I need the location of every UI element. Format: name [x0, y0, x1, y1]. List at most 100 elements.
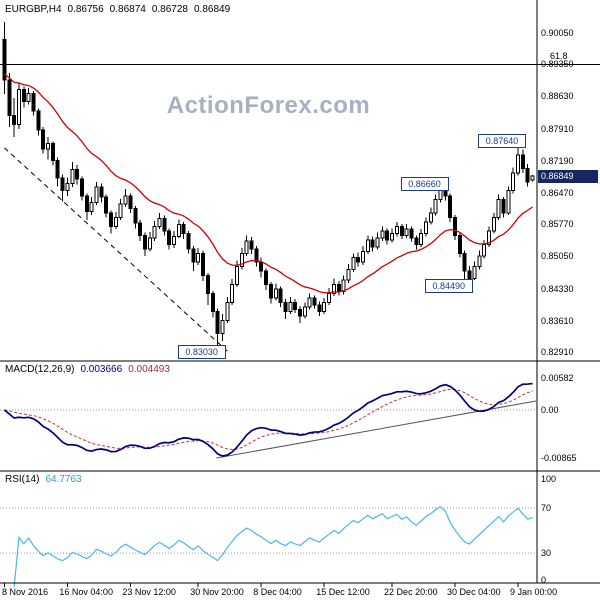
macd-panel-group	[0, 382, 537, 459]
candle	[157, 213, 162, 230]
low-value: 0.86728	[151, 4, 188, 15]
candlestick-series	[2, 21, 535, 347]
symbol-ohlc-header: EURGBP,H4 0.86756 0.86874 0.86728 0.8684…	[5, 4, 230, 15]
candle	[123, 188, 128, 207]
price-callout: 0.83030	[177, 344, 226, 359]
candle	[142, 232, 147, 256]
moving-average-line	[4, 73, 533, 294]
x-axis-time-label: 23 Nov 12:00	[122, 587, 176, 597]
candle	[327, 288, 332, 306]
candle	[84, 193, 89, 221]
candle	[118, 198, 123, 221]
candle	[457, 232, 462, 258]
candle	[50, 141, 55, 166]
candle	[375, 232, 380, 250]
candle	[482, 239, 487, 259]
candle	[162, 215, 167, 236]
candle	[293, 298, 298, 314]
x-axis-time-label: 22 Dec 20:00	[384, 587, 438, 597]
candle	[288, 297, 293, 315]
y-axis-price-label: 0.84330	[541, 283, 574, 294]
candle	[423, 217, 428, 237]
rsi-axis-label: 100	[541, 474, 557, 484]
rsi-label: RSI(14)	[5, 474, 40, 485]
candle	[530, 174, 535, 182]
candle	[356, 252, 361, 267]
price-callout: 0.84490	[424, 279, 473, 294]
candle	[21, 86, 26, 108]
macd-signal-line	[4, 388, 533, 451]
macd-value: 0.003666	[80, 364, 123, 375]
candle	[191, 246, 196, 272]
candle	[26, 87, 31, 105]
price-panel-group	[2, 21, 535, 352]
candle	[491, 213, 496, 234]
candle	[79, 176, 84, 201]
rsi-axis-label: 0	[541, 575, 547, 585]
x-axis-time-label: 30 Nov 20:00	[190, 587, 244, 597]
candle	[390, 228, 395, 243]
candle	[65, 177, 70, 197]
candle	[268, 281, 273, 304]
candle	[486, 226, 491, 248]
candle	[220, 314, 225, 341]
candle	[302, 302, 307, 319]
candle	[176, 219, 181, 239]
rsi-axis-label: 70	[541, 502, 552, 513]
x-axis-time-label: 8 Dec 04:00	[253, 587, 302, 597]
y-axis-price-label: 0.89350	[541, 59, 574, 70]
candle	[433, 194, 438, 216]
candle	[249, 237, 254, 255]
candle	[239, 247, 244, 270]
macd-signal-value: 0.004493	[128, 364, 170, 375]
macd-label: MACD(12,26,9)	[5, 364, 75, 375]
candle	[259, 257, 264, 278]
candle	[60, 174, 65, 202]
candle	[472, 261, 477, 281]
y-axis-price-label: 0.87190	[541, 155, 574, 166]
candle	[75, 164, 80, 185]
price-callout: 0.86660	[400, 177, 449, 192]
candle	[453, 214, 458, 240]
candle	[31, 91, 36, 116]
macd-axis-label: -0.00865	[541, 452, 577, 463]
candle	[16, 83, 21, 130]
candle	[501, 196, 506, 218]
candle	[94, 181, 99, 206]
macd-header: MACD(12,26,9) 0.003666 0.004493	[5, 364, 170, 375]
candle	[409, 226, 414, 242]
candle	[254, 246, 259, 267]
candle	[278, 286, 283, 307]
macd-axis-label: 0.00582	[541, 372, 574, 383]
candle	[128, 193, 133, 214]
candle	[152, 221, 157, 241]
candle	[467, 265, 472, 281]
symbol-label: EURGBP,H4	[5, 4, 62, 15]
candle	[385, 228, 390, 245]
candle	[172, 230, 177, 248]
candle	[370, 236, 375, 252]
y-axis-price-label: 0.87910	[541, 123, 574, 134]
candle	[448, 193, 453, 222]
candle	[297, 305, 302, 323]
rsi-axis-label: 30	[541, 548, 552, 559]
price-callout: 0.87640	[478, 133, 527, 148]
x-axis-time-label: 16 Nov 04:00	[59, 587, 113, 597]
candle	[196, 247, 201, 265]
candle	[414, 235, 419, 250]
close-value: 0.86849	[193, 4, 231, 15]
candle	[351, 253, 356, 273]
candle	[244, 235, 249, 256]
candle	[181, 221, 186, 239]
candle	[394, 221, 399, 237]
x-axis-time-label: 30 Dec 04:00	[447, 587, 501, 597]
x-axis-time-label: 9 Jan 00:00	[510, 587, 558, 597]
candle	[346, 263, 351, 283]
candle	[360, 246, 365, 265]
candle	[520, 149, 525, 173]
candle	[167, 228, 172, 250]
candle	[138, 220, 143, 241]
candle	[41, 126, 46, 154]
y-axis-price-label: 0.83610	[541, 315, 574, 326]
